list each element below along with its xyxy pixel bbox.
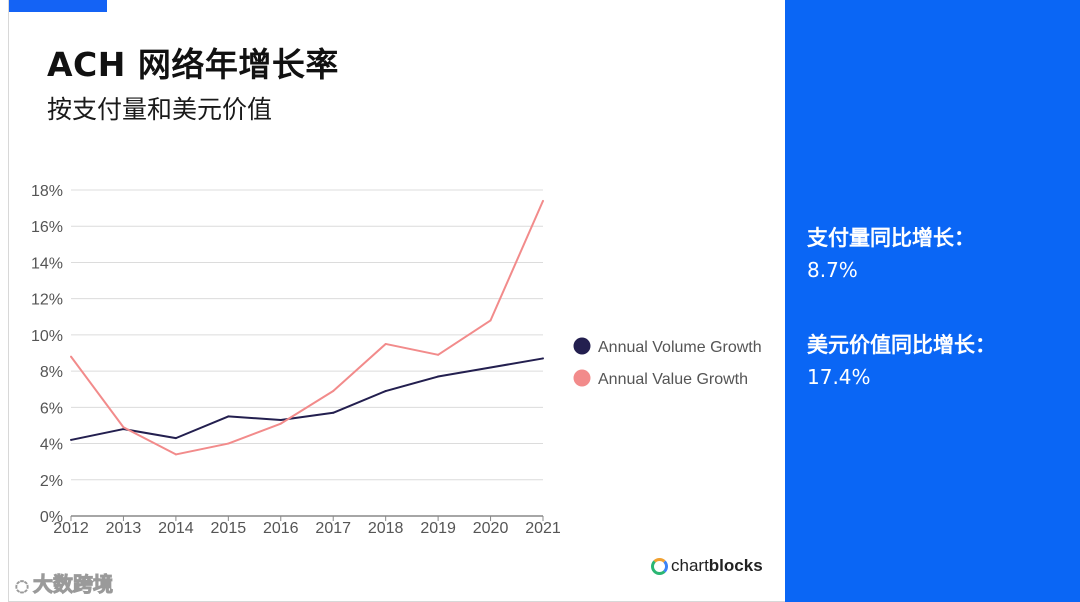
chartblocks-logo: chart blocks xyxy=(651,556,763,576)
stat-value-growth: 美元价值同比增长： 17.4% xyxy=(807,329,996,389)
data-point xyxy=(437,353,440,356)
stats-sidebar: 支付量同比增长： 8.7% 美元价值同比增长： 17.4% xyxy=(785,0,1080,602)
data-point xyxy=(332,411,335,414)
data-point xyxy=(70,355,72,358)
data-point xyxy=(384,390,387,393)
y-tick-label: 16% xyxy=(31,219,63,236)
y-tick-label: 18% xyxy=(31,183,63,200)
slide: ACH 网络年增长率 按支付量和美元价值 0% 2% 4% 6% 8% 10% 12% 14%… xyxy=(8,0,785,602)
stat-value-label: 美元价值同比增长： xyxy=(807,333,996,357)
data-point xyxy=(384,342,387,345)
x-tick-label: 2013 xyxy=(106,520,142,537)
stat-volume-label: 支付量同比增长： xyxy=(807,226,975,250)
watermark-logo-icon: ◌ xyxy=(15,576,30,596)
x-tick-label: 2015 xyxy=(211,520,247,537)
data-point xyxy=(227,442,230,445)
data-point xyxy=(489,366,492,369)
data-point xyxy=(542,357,544,360)
legend-marker xyxy=(573,369,591,387)
series-line-volume xyxy=(70,357,544,441)
slide-subtitle: 按支付量和美元价值 xyxy=(47,95,273,124)
x-tick-label: 2012 xyxy=(53,520,89,537)
y-tick-label: 4% xyxy=(40,437,63,454)
y-tick-label: 6% xyxy=(40,400,63,417)
legend-marker xyxy=(573,337,591,355)
x-tick-label: 2018 xyxy=(368,520,404,537)
data-point xyxy=(437,375,440,378)
x-tick-label: 2020 xyxy=(473,520,509,537)
logo-text-suffix: blocks xyxy=(708,556,763,575)
data-point xyxy=(70,438,72,441)
x-tick-label: 2021 xyxy=(525,520,561,537)
data-point xyxy=(489,319,492,322)
data-point xyxy=(122,426,125,429)
data-point xyxy=(279,422,282,425)
data-point xyxy=(542,199,544,202)
y-tick-label: 0% xyxy=(40,509,63,526)
stat-value-value: 17.4% xyxy=(807,365,871,389)
stat-volume: 支付量同比增长： 8.7% xyxy=(807,222,975,282)
y-tick-label: 8% xyxy=(40,364,63,381)
data-point xyxy=(279,419,282,422)
slide-title: ACH 网络年增长率 xyxy=(47,45,339,84)
x-tick-label: 2019 xyxy=(420,520,456,537)
line-chart: 0% 2% 4% 6% 8% 10% 12% 14% 16% 18% 2012 2013 2014 201… xyxy=(31,183,762,537)
series-line-value xyxy=(70,200,544,456)
x-tick-label: 2017 xyxy=(315,520,351,537)
watermark: ◌ 大数跨境 xyxy=(15,568,114,597)
accent-bar xyxy=(9,0,107,12)
chartblocks-logo-icon xyxy=(651,557,668,575)
y-tick-label: 2% xyxy=(40,473,63,490)
legend-label: Annual Volume Growth xyxy=(598,339,762,356)
logo-text-prefix: chart xyxy=(671,556,709,575)
watermark-text: 大数跨境 xyxy=(32,572,113,597)
x-tick-label: 2016 xyxy=(263,520,299,537)
y-tick-label: 12% xyxy=(31,292,63,309)
legend-label: Annual Value Growth xyxy=(598,371,748,388)
data-point xyxy=(174,453,177,456)
y-tick-label: 14% xyxy=(31,255,63,272)
x-tick-label: 2014 xyxy=(158,520,194,537)
data-point xyxy=(174,437,177,440)
data-point xyxy=(227,415,230,418)
y-tick-label: 10% xyxy=(31,328,63,345)
stat-volume-value: 8.7% xyxy=(807,258,858,282)
data-point xyxy=(332,390,335,393)
